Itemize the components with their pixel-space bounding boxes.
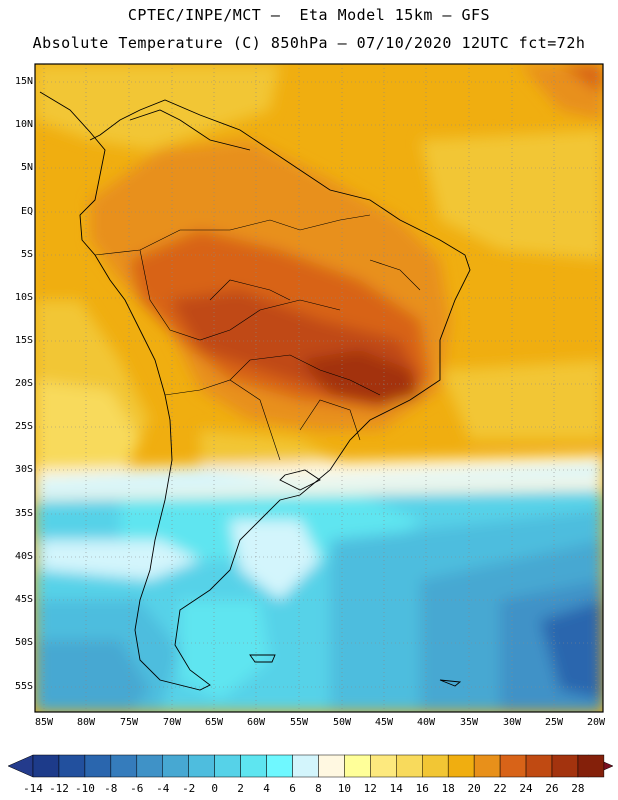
graticule (35, 64, 603, 712)
colorbar-box (188, 754, 215, 778)
lat-label: EQ (20, 206, 33, 217)
colorbar-label: -2 (182, 782, 196, 795)
colorbar-box (370, 754, 397, 778)
lat-label: 20S (14, 378, 33, 389)
lat-label: 5S (20, 249, 33, 260)
lat-label: 15S (14, 335, 33, 346)
colorbar-label: 28 (571, 782, 585, 795)
colorbar-label: 18 (441, 782, 455, 795)
lat-label: 25S (14, 421, 33, 432)
colorbar-box (396, 754, 423, 778)
lon-label: 40W (416, 717, 436, 728)
colorbar-label: 26 (545, 782, 559, 795)
map-subtitle: Absolute Temperature (C) 850hPa – 07/10/… (32, 34, 586, 52)
colorbar-box (84, 754, 112, 778)
lon-label: 60W (246, 717, 266, 728)
colorbar-box (447, 754, 475, 778)
colorbar-box (577, 754, 605, 778)
colorbar-label: 0 (211, 782, 218, 795)
colorbar-label: 10 (337, 782, 352, 795)
colorbar-label: -10 (74, 782, 95, 795)
colorbar-label: 4 (263, 782, 270, 795)
lon-label: 75W (119, 717, 139, 728)
lat-label: 10N (14, 119, 33, 130)
colorbar-box (525, 754, 553, 778)
colorbar-label: 20 (467, 782, 481, 795)
colorbar-under-arrow (7, 754, 34, 778)
lon-label: 50W (332, 717, 352, 728)
lon-label: 35W (459, 717, 479, 728)
lon-label: 70W (162, 717, 182, 728)
lat-label: 35S (14, 508, 33, 519)
map-frame (34, 63, 604, 713)
lon-label: 25W (544, 717, 564, 728)
colorbar-label: 12 (363, 782, 377, 795)
lat-label: 40S (14, 551, 33, 562)
lat-label: 45S (14, 594, 33, 605)
colorbar-box (292, 754, 319, 778)
lon-label: 65W (204, 717, 224, 728)
colorbar-label: 22 (493, 782, 507, 795)
lon-label: 30W (502, 717, 522, 728)
colorbar-box (499, 754, 527, 778)
colorbar-box (136, 754, 164, 778)
colorbar-label: -12 (49, 782, 69, 795)
colorbar-box (473, 754, 501, 778)
colorbar (7, 754, 614, 778)
lat-label: 55S (14, 681, 33, 692)
colorbar-label: 2 (237, 782, 244, 795)
colorbar-box (58, 754, 86, 778)
colorbar-box (318, 754, 345, 778)
map-title: CPTEC/INPE/MCT – Eta Model 15km – GFS (127, 6, 491, 24)
colorbar-label: -6 (130, 782, 144, 795)
colorbar-box (162, 754, 189, 778)
lon-label: 55W (289, 717, 309, 728)
lat-label: 15N (14, 76, 33, 87)
colorbar-box (214, 754, 241, 778)
lat-label: 10S (14, 292, 33, 303)
country-borders (94, 214, 421, 461)
colorbar-box (344, 754, 371, 778)
lon-label: 80W (76, 717, 96, 728)
lon-label: 85W (34, 717, 54, 728)
colorbar-box (240, 754, 267, 778)
colorbar-label: -14 (23, 782, 43, 795)
colorbar-box (422, 754, 449, 778)
colorbar-label: 6 (289, 782, 296, 795)
colorbar-box (266, 754, 293, 778)
colorbar-label: 14 (389, 782, 403, 795)
lon-label: 45W (374, 717, 394, 728)
lat-label: 30S (14, 464, 33, 475)
lat-label: 50S (14, 637, 33, 648)
colorbar-box (32, 754, 60, 778)
colorbar-label: 24 (519, 782, 533, 795)
colorbar-label: -8 (104, 782, 118, 795)
colorbar-label: -4 (156, 782, 170, 795)
colorbar-box (110, 754, 138, 778)
coastlines (39, 91, 471, 691)
lon-label: 20W (586, 717, 606, 728)
colorbar-label: 16 (415, 782, 429, 795)
lat-label: 5N (20, 162, 33, 173)
temperature-field (35, 64, 603, 712)
colorbar-label: 8 (315, 782, 322, 795)
colorbar-box (551, 754, 579, 778)
